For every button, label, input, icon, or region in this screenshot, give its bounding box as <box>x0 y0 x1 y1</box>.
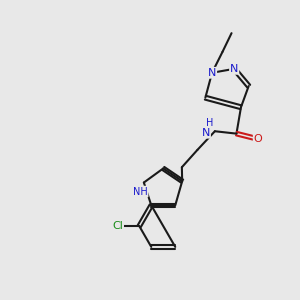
Text: O: O <box>254 134 262 144</box>
Text: NH: NH <box>133 187 148 196</box>
Text: Cl: Cl <box>112 221 123 231</box>
Text: H: H <box>206 118 213 128</box>
Text: N: N <box>208 68 216 78</box>
Text: N: N <box>230 64 238 74</box>
Text: N: N <box>202 128 210 138</box>
